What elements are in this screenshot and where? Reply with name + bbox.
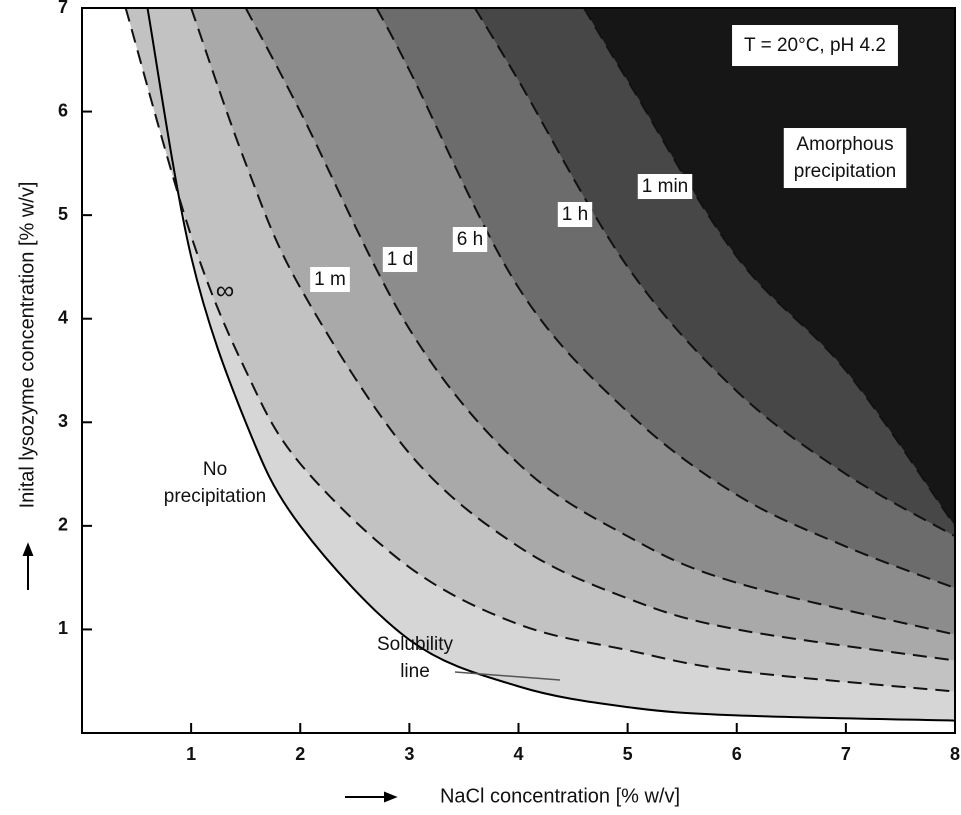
label-box: [452, 227, 488, 253]
solubility-label: Solubility: [377, 634, 454, 655]
conditions-box: [732, 25, 898, 67]
y-tick-label: 1: [58, 618, 68, 638]
no-precipitation-label: precipitation: [164, 486, 266, 507]
x-tick-label: 3: [404, 744, 414, 764]
amorphous-box: [783, 128, 907, 189]
y-tick-label: 7: [58, 0, 68, 17]
boundary-curve: [473, 7, 956, 538]
x-tick-label: 1: [186, 744, 196, 764]
x-tick-label: 6: [732, 744, 742, 764]
x-tick-label: 8: [950, 744, 960, 764]
y-tick-label: 2: [58, 515, 68, 535]
y-axis-label: Inital lysozyme concentration [% w/v]: [16, 182, 38, 509]
boundary-curve: [146, 7, 956, 722]
boundary-curve: [124, 7, 956, 693]
y-tick-label: 4: [58, 307, 68, 327]
label-box: [310, 267, 350, 293]
curve-label: 1 min: [642, 176, 688, 197]
curves: [124, 7, 956, 722]
curve-label: 1 m: [314, 269, 346, 290]
boundary-curve: [190, 7, 956, 662]
curve-label: 1 d: [387, 249, 413, 270]
curve-label: 6 h: [457, 229, 483, 250]
y-tick-label: 5: [58, 204, 68, 224]
solubility-label: line: [400, 661, 430, 682]
label-box: [637, 174, 693, 200]
curve-label: 1 h: [562, 204, 588, 225]
x-tick-label: 7: [841, 744, 851, 764]
x-tick-label: 2: [295, 744, 305, 764]
boundary-curve: [583, 7, 956, 527]
x-axis-label: NaCl concentration [% w/v]: [440, 785, 680, 807]
y-arrow: [22, 542, 34, 590]
regions: [125, 8, 956, 721]
label-box: [557, 202, 593, 228]
boundary-curve: [244, 7, 956, 636]
label-box: [382, 247, 418, 273]
amorphous-label: precipitation: [794, 161, 896, 182]
overlay: ∞ 1 m 1 d 6 h 1 h 1 min T = 20°C, pH 4.2 Amorph…: [164, 25, 907, 682]
x-arrow: [345, 791, 398, 803]
x-tick-label: 5: [623, 744, 633, 764]
x-tick-label: 4: [513, 744, 523, 764]
amorphous-label: Amorphous: [796, 134, 893, 155]
conditions-label: T = 20°C, pH 4.2: [744, 35, 886, 56]
y-tick-label: 6: [58, 100, 68, 120]
no-precipitation-label: No: [203, 459, 227, 480]
curve-label: ∞: [216, 275, 235, 305]
y-tick-label: 3: [58, 411, 68, 431]
solubility-leader: [454, 671, 561, 681]
boundary-curve: [375, 7, 956, 589]
